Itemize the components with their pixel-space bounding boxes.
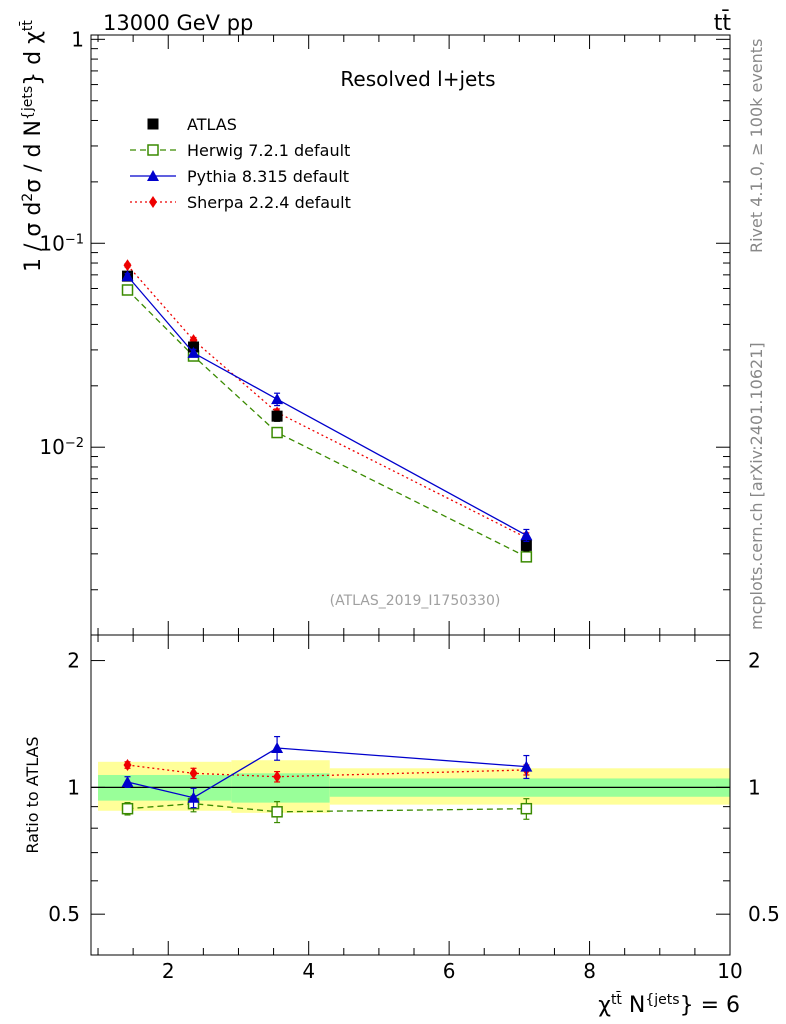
- x-tick-label: 10: [717, 959, 742, 983]
- analysis-watermark: (ATLAS_2019_I1750330): [330, 593, 501, 609]
- main-y-axis: 1 10−1 10−2: [39, 27, 84, 459]
- atlas-point: [520, 539, 532, 551]
- main-y-tick-label: 10−1: [39, 231, 84, 255]
- pythia-point: [520, 529, 533, 541]
- ratio-series: [121, 735, 533, 824]
- header-energy-label: 13000 GeV pp: [103, 11, 253, 35]
- ratio-herwig-line: [127, 802, 527, 813]
- herwig-point: [520, 551, 533, 563]
- ratio-pythia-line: [127, 747, 527, 799]
- ratio-herwig-point: [121, 802, 134, 815]
- rivet-label: Rivet 4.1.0, ≥ 100k events: [747, 39, 766, 253]
- pythia-point: [121, 270, 134, 282]
- ratio-sherpa-point: [189, 767, 198, 780]
- pythia-line: [127, 275, 527, 536]
- ratio-sherpa-point: [273, 770, 282, 783]
- x-tick-label: 8: [583, 959, 596, 983]
- ratio-y-axis: 0.5 0.5 1 1 2 2: [48, 649, 780, 956]
- ratio-pythia-point: [271, 742, 284, 754]
- pythia-point: [271, 393, 284, 405]
- ratio-pythia-point: [520, 760, 533, 772]
- ratio-y-tick-label-left: 0.5: [48, 902, 80, 926]
- x-tick-label: 2: [162, 959, 175, 983]
- ratio-y-tick-label-right: 2: [748, 649, 761, 673]
- legend-pythia-marker: [147, 170, 159, 181]
- header-process-label: tt̄: [714, 10, 732, 36]
- chart-title: Resolved l+jets: [340, 67, 495, 91]
- x-axis-label: χtt̄ N{jets} = 6: [598, 990, 740, 1018]
- herwig-point: [121, 284, 134, 296]
- ratio-herwig-point: [520, 802, 533, 815]
- herwig-line: [127, 289, 527, 558]
- ratio-herwig-point: [271, 806, 283, 818]
- main-y-tick-label: 10−2: [39, 435, 84, 459]
- ratio-y-tick-label-left: 1: [67, 775, 80, 799]
- legend: ATLAS Herwig 7.2.1 default Pythia 8.315 de…: [130, 115, 351, 212]
- ratio-pythia-point: [121, 775, 134, 787]
- legend-atlas-label: ATLAS: [187, 115, 237, 134]
- ratio-x-axis: 2 4 6 8 10: [97, 635, 743, 983]
- legend-atlas-marker: [147, 118, 159, 130]
- ratio-y-axis-label: Ratio to ATLAS: [23, 736, 42, 853]
- main-panel: 1 10−1 10−2 Resolved l+jets (ATLAS_2019_I1…: [18, 20, 731, 636]
- legend-sherpa-label: Sherpa 2.2.4 default: [187, 193, 351, 212]
- ratio-frame: [90, 634, 731, 956]
- ratio-y-tick-label-right: 1: [748, 775, 761, 799]
- ratio-panel: 0.5 0.5 1 1 2 2 2 4 6 8 10 Ratio to ATLAS χtt̄ N{…: [23, 634, 780, 1018]
- sherpa-point: [123, 259, 132, 272]
- mcplots-label: mcplots.cern.ch [arXiv:2401.10621]: [747, 342, 766, 630]
- legend-herwig-marker: [147, 144, 159, 156]
- pythia-point: [187, 346, 200, 358]
- main-y-axis-label: 1 / σ d2σ / d N{jets} d χtt̄: [18, 20, 46, 272]
- main-series: [121, 259, 533, 563]
- ratio-y-tick-label-right: 0.5: [748, 902, 780, 926]
- main-minor-ticks: [91, 35, 731, 635]
- legend-herwig-label: Herwig 7.2.1 default: [187, 141, 350, 160]
- x-tick-label: 4: [302, 959, 315, 983]
- legend-sherpa-marker: [149, 196, 157, 208]
- main-y-tick-label: 1: [71, 27, 84, 51]
- herwig-point: [271, 426, 283, 439]
- legend-pythia-label: Pythia 8.315 default: [187, 167, 349, 186]
- ratio-sherpa-point: [123, 759, 132, 772]
- ratio-y-tick-label-left: 2: [67, 649, 80, 673]
- atlas-point: [271, 410, 283, 422]
- ratio-pythia-point: [187, 791, 200, 803]
- x-tick-label: 6: [443, 959, 456, 983]
